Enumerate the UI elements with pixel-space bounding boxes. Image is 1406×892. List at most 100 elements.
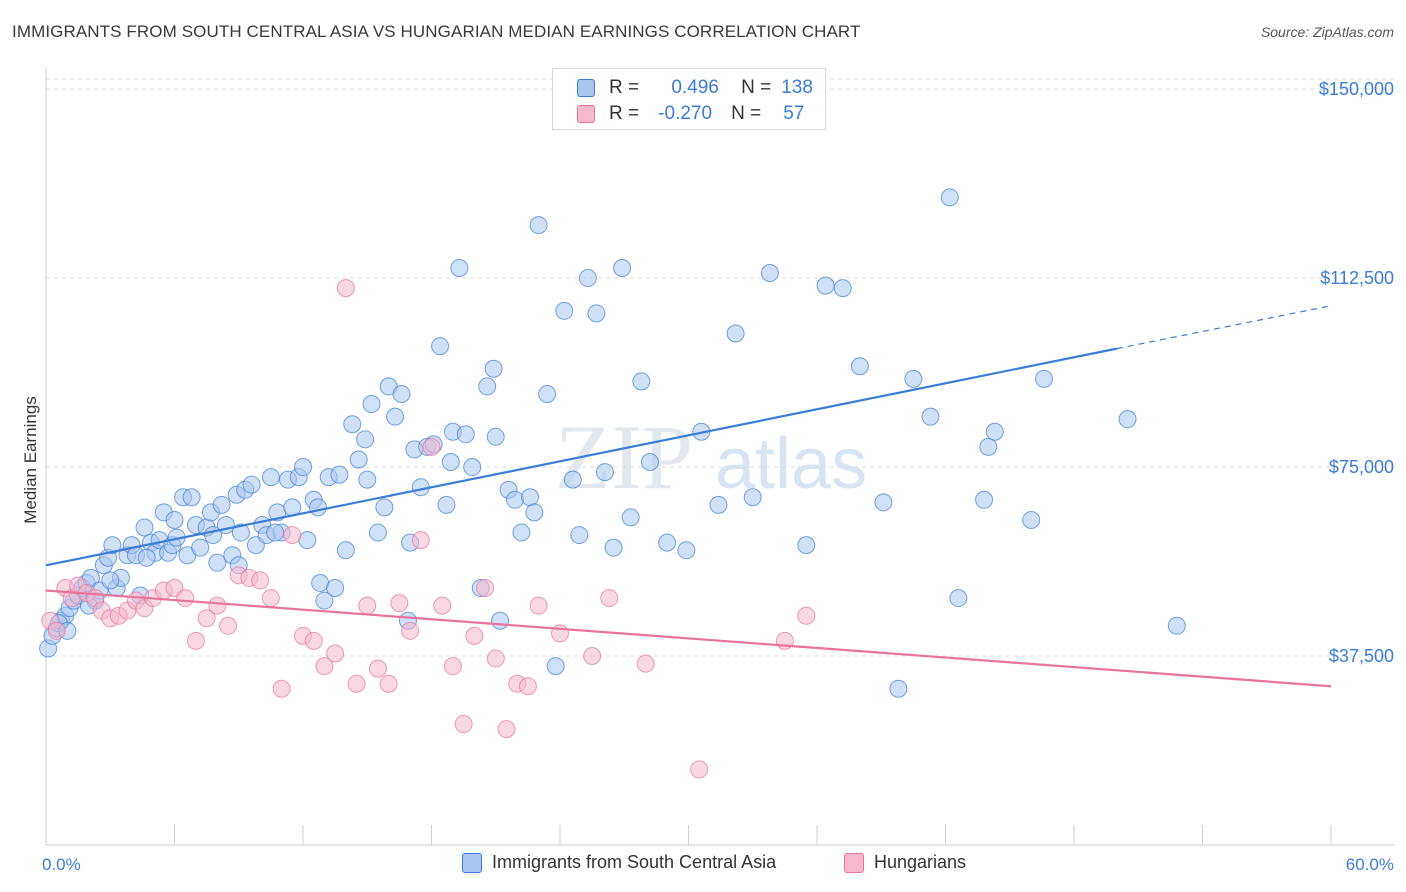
immigrants-point: [343, 415, 362, 434]
immigrants-point: [889, 679, 908, 698]
immigrants-point: [921, 407, 940, 426]
hungarians-point: [518, 677, 537, 696]
immigrants-point: [242, 475, 261, 494]
immigrants-trend-extension: [1116, 305, 1332, 350]
legend-item-hungarians: Hungarians: [844, 852, 966, 873]
hungarians-point: [690, 760, 709, 779]
immigrants-point: [315, 591, 334, 610]
immigrants-point: [386, 407, 405, 426]
legend-row-pink: R = -0.270 N = 57: [577, 102, 804, 126]
trend-lines: [45, 305, 1332, 688]
immigrants-point: [456, 425, 475, 444]
pink-swatch: [577, 105, 595, 123]
immigrants-point: [570, 526, 589, 545]
immigrants-point: [298, 531, 317, 550]
blue-swatch: [462, 852, 482, 873]
hungarians-point: [208, 596, 227, 615]
hungarians-point: [465, 626, 484, 645]
immigrants-point: [294, 458, 312, 477]
immigrants-point: [137, 548, 156, 567]
hungarians-point: [476, 578, 495, 597]
immigrants-point: [538, 384, 557, 403]
immigrants-point: [362, 395, 381, 414]
immigrants-point: [261, 468, 280, 487]
immigrants-point: [658, 533, 677, 552]
hungarians-point: [272, 679, 291, 698]
n-value: 138: [781, 77, 813, 98]
hungarians-point: [186, 631, 205, 650]
immigrants-point: [797, 536, 816, 555]
hungarians-point: [583, 647, 602, 666]
immigrants-point: [311, 573, 330, 592]
hungarians-point: [497, 720, 516, 739]
hungarians-point: [368, 659, 387, 678]
hungarians-point: [315, 657, 334, 676]
immigrants-point: [182, 488, 201, 507]
immigrants-point: [949, 589, 968, 608]
hungarians-point: [283, 526, 302, 545]
legend-label: Hungarians: [874, 852, 967, 872]
immigrants-point: [1118, 410, 1137, 429]
correlation-legend: R = 0.496 N = 138 R = -0.270 N = 57: [552, 68, 826, 130]
legend-label: Immigrants from South Central Asia: [492, 852, 777, 872]
hungarians-point: [600, 589, 619, 608]
immigrants-point: [308, 498, 327, 517]
immigrants-point: [368, 523, 387, 542]
blue-swatch: [577, 79, 595, 97]
hungarians-point: [797, 606, 816, 625]
r-value: -0.270: [658, 103, 713, 124]
hungarians-point: [390, 594, 409, 613]
immigrants-point: [512, 523, 531, 542]
hungarians-point: [401, 621, 420, 640]
immigrants-point: [578, 269, 597, 288]
chart-title: IMMIGRANTS FROM SOUTH CENTRAL ASIA VS HU…: [12, 22, 861, 41]
immigrants-point: [743, 488, 762, 507]
immigrants-point: [336, 541, 355, 560]
immigrants-point: [546, 657, 565, 676]
immigrants-point: [463, 458, 482, 477]
immigrants-point: [437, 495, 456, 514]
immigrants-point: [833, 279, 852, 298]
n-value: 57: [783, 103, 805, 124]
immigrants-point: [484, 359, 503, 378]
hungarians-point: [443, 657, 462, 676]
data-points: [39, 188, 1186, 779]
immigrants-point: [212, 495, 231, 514]
hungarians-point: [219, 616, 238, 635]
hungarians-point: [197, 609, 216, 628]
immigrants-point: [1022, 510, 1041, 529]
hungarians-point: [47, 621, 66, 640]
hungarians-point: [379, 674, 398, 693]
x-tick-label: 60.0%: [1346, 855, 1394, 874]
immigrants-point: [103, 536, 122, 555]
immigrants-point: [587, 304, 606, 323]
immigrants-point: [208, 553, 227, 572]
immigrants-point: [632, 372, 651, 391]
hungarians-point: [529, 596, 548, 615]
immigrants-point: [979, 437, 998, 456]
x-tick-label: 0.0%: [42, 855, 81, 874]
immigrants-point: [521, 488, 540, 507]
immigrants-point: [486, 427, 505, 446]
y-tick-label: $37,500: [1329, 646, 1394, 666]
hungarians-point: [304, 631, 323, 650]
hungarians-point: [176, 589, 195, 608]
immigrants-point: [204, 526, 223, 545]
immigrants-point: [491, 611, 510, 630]
immigrants-point: [709, 495, 728, 514]
immigrants-point: [101, 571, 120, 590]
immigrants-point: [326, 578, 345, 597]
hungarians-point: [486, 649, 505, 668]
immigrants-point: [613, 258, 632, 277]
immigrants-point: [191, 538, 210, 557]
immigrants-point: [555, 301, 574, 320]
hungarians-point: [433, 596, 452, 615]
immigrants-point: [525, 503, 544, 522]
immigrants-point: [392, 384, 411, 403]
hungarians-point: [422, 437, 441, 456]
immigrants-trend-line: [45, 347, 1118, 567]
immigrants-point: [816, 276, 835, 295]
immigrants-point: [760, 264, 779, 283]
legend-row-blue: R = 0.496 N = 138: [577, 76, 813, 100]
immigrants-point: [985, 422, 1004, 441]
